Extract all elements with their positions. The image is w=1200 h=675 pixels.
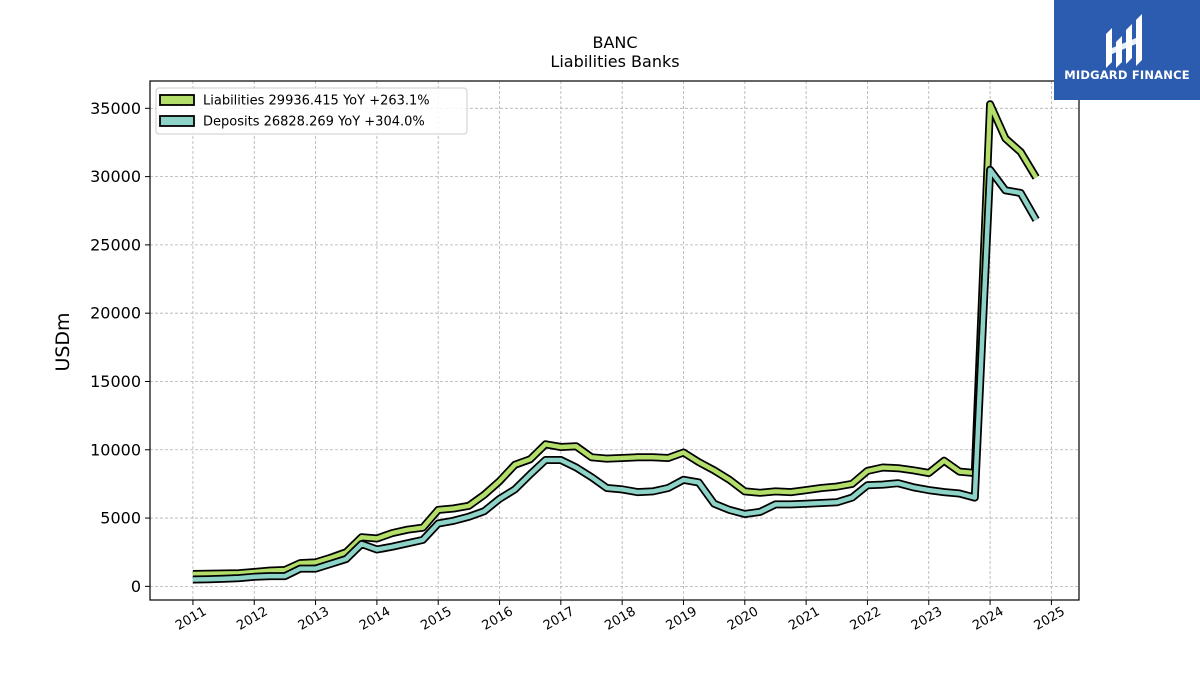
x-tick-label: 2015 [418, 604, 454, 634]
series-line-liabilities [192, 101, 1039, 577]
legend-label-liabilities: Liabilities 29936.415 YoY +263.1% [203, 94, 430, 109]
x-tick-label: 2014 [357, 604, 393, 634]
y-tick-label: 30000 [90, 167, 141, 186]
x-tick-label: 2025 [1032, 604, 1068, 634]
y-tick-label: 20000 [90, 304, 141, 323]
legend-swatch-liabilities [159, 94, 195, 106]
x-tick-label: 2023 [909, 604, 945, 634]
y-tick-label: 35000 [90, 99, 141, 118]
y-tick-label: 15000 [90, 372, 141, 391]
x-tick-label: 2021 [786, 604, 822, 634]
plot-frame [149, 80, 1080, 601]
x-tick-label: 2024 [970, 604, 1006, 634]
y-axis: 0 5000 10000 15000 20000 25000 30000 35000 [90, 99, 150, 596]
x-tick-label: 2013 [296, 604, 332, 634]
x-tick-label: 2011 [173, 604, 209, 634]
chart-subtitle: Liabilities Banks [550, 52, 679, 71]
legend-label-deposits: Deposits 26828.269 YoY +304.0% [203, 115, 425, 130]
midgard-finance-logo: MIDGARD FINANCE [1054, 0, 1200, 100]
series-outline-liabilities [192, 100, 1040, 578]
y-tick-label: 25000 [90, 235, 141, 254]
legend-swatch-deposits [159, 115, 195, 127]
grid-lines [150, 81, 1079, 600]
logo-text: MIDGARD FINANCE [1064, 68, 1190, 82]
y-tick-label: 0 [131, 577, 141, 596]
x-tick-label: 2019 [664, 604, 700, 634]
x-axis: 2011 2012 2013 2014 2015 2016 2017 2018 2019 2020… [173, 600, 1068, 634]
series-line-deposits [192, 167, 1039, 582]
x-tick-label: 2012 [234, 604, 270, 634]
series-lines [192, 100, 1040, 584]
y-axis-label: USDm [52, 312, 74, 371]
y-tick-label: 5000 [100, 509, 141, 528]
midgard-logo-icon [1054, 0, 1200, 100]
chart-title: BANC [592, 33, 637, 52]
y-tick-label: 10000 [90, 440, 141, 459]
x-tick-label: 2016 [480, 604, 516, 634]
legend: Liabilities 29936.415 YoY +263.1% Deposi… [155, 87, 468, 135]
x-tick-label: 2017 [541, 604, 577, 634]
legend-box [155, 87, 468, 135]
series-outline-deposits [192, 165, 1040, 584]
x-tick-label: 2022 [848, 604, 884, 634]
x-tick-label: 2018 [602, 604, 638, 634]
x-tick-label: 2020 [725, 604, 761, 634]
